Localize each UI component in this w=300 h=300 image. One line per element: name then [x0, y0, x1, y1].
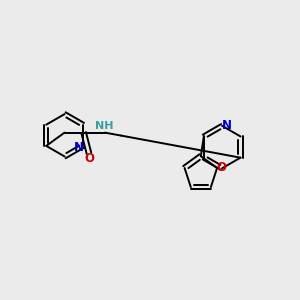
Text: O: O — [217, 161, 227, 174]
Text: NH: NH — [95, 121, 113, 131]
Text: O: O — [85, 152, 94, 165]
Text: N: N — [74, 141, 84, 154]
Text: N: N — [222, 119, 232, 132]
